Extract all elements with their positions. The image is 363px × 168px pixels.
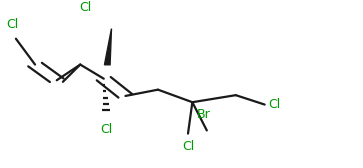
Text: Br: Br bbox=[196, 108, 210, 121]
Text: Cl: Cl bbox=[6, 18, 19, 31]
Polygon shape bbox=[105, 29, 111, 65]
Text: Cl: Cl bbox=[79, 1, 92, 14]
Text: Cl: Cl bbox=[182, 140, 194, 153]
Text: Cl: Cl bbox=[101, 123, 113, 136]
Text: Cl: Cl bbox=[268, 98, 281, 111]
